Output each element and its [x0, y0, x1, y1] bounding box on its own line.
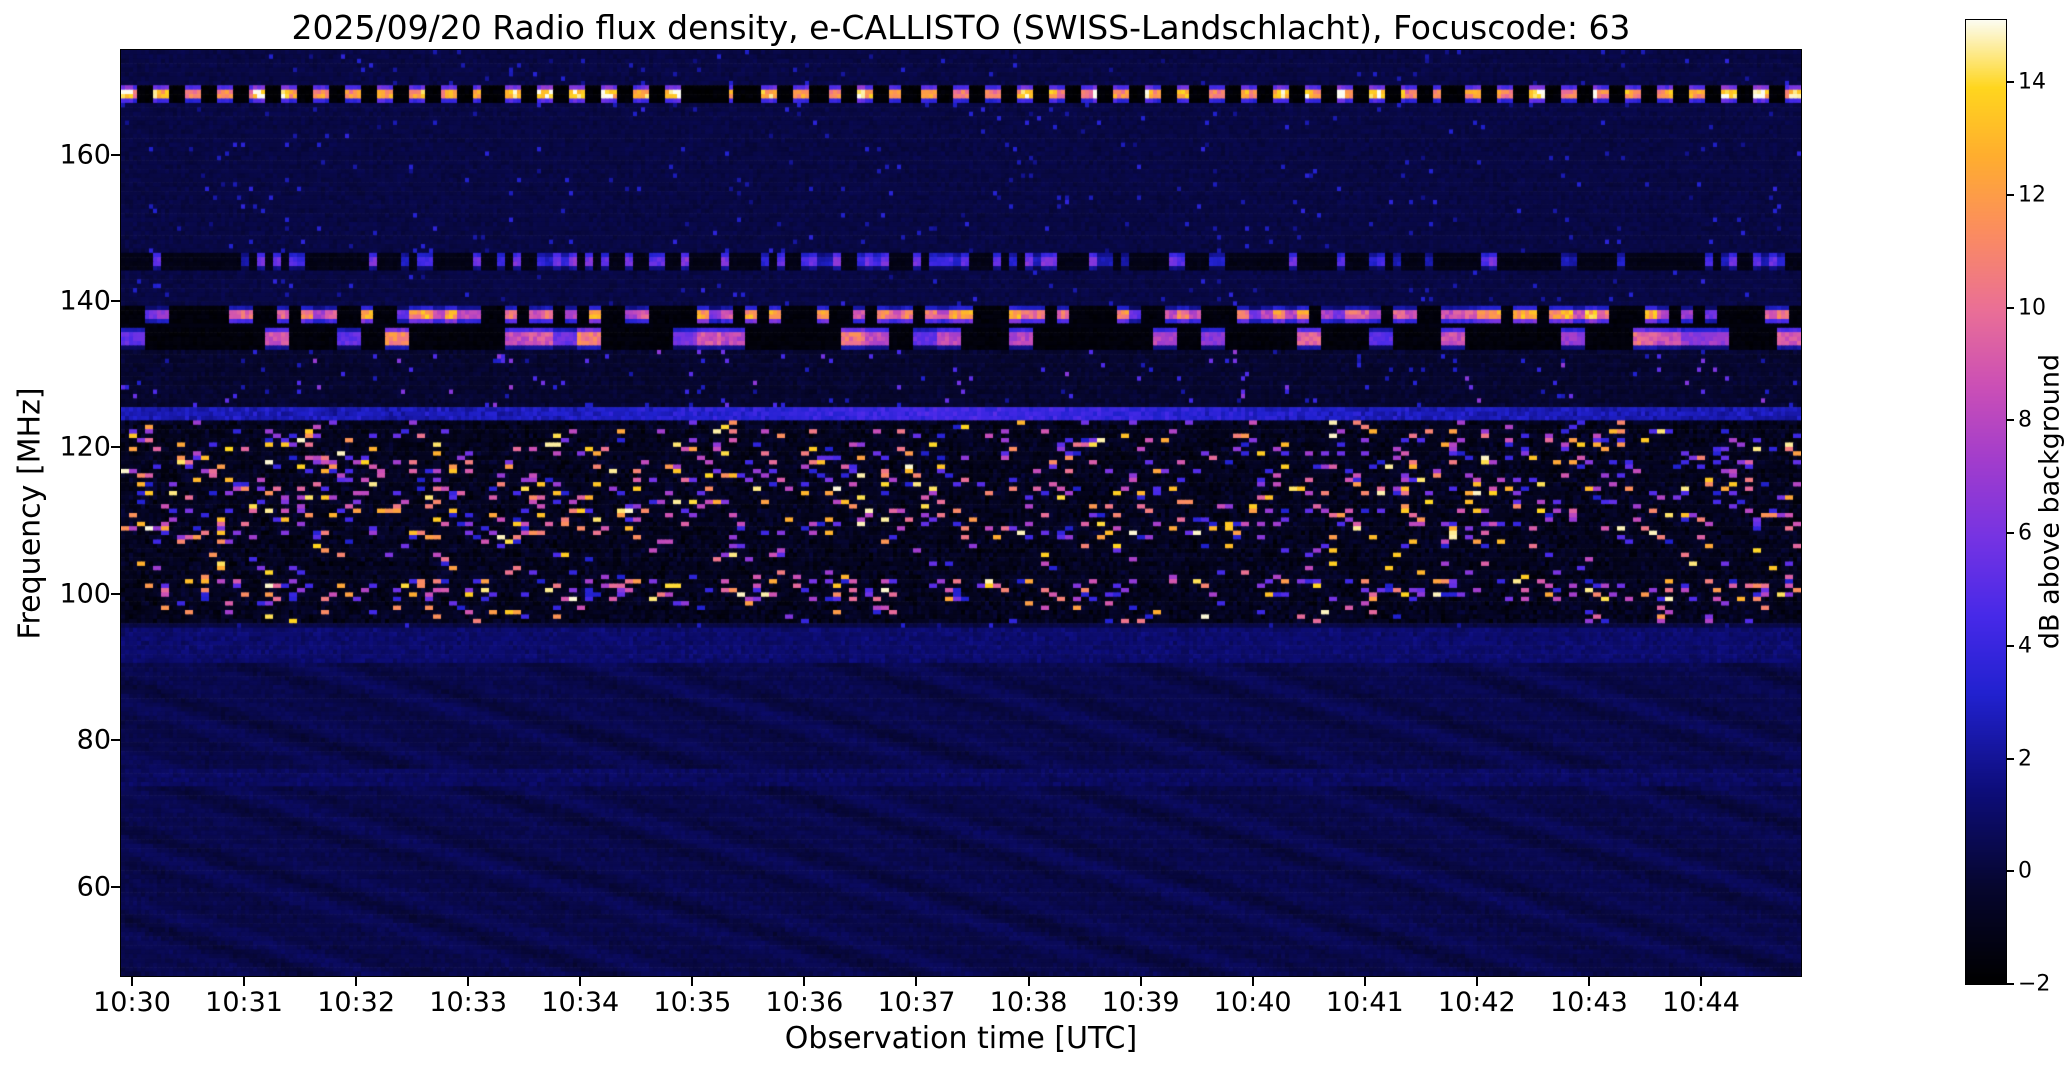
x-tick-label: 10:36	[765, 987, 844, 1018]
x-tick-label: 10:41	[1325, 987, 1404, 1018]
colorbar-tick-mark	[2006, 81, 2014, 83]
y-tick-label: 140	[59, 285, 111, 317]
colorbar-tick-label: 10	[2018, 295, 2046, 320]
colorbar-tick-mark	[2006, 532, 2014, 534]
x-tick-label: 10:32	[317, 987, 396, 1018]
spectrogram-heatmap	[121, 50, 1801, 976]
colorbar-tick-mark	[2006, 983, 2014, 985]
colorbar-tick-label: 12	[2018, 182, 2046, 208]
x-tick-label: 10:31	[205, 987, 283, 1018]
colorbar-tick-label: 14	[2018, 69, 2046, 95]
colorbar-tick-label: −2	[2018, 971, 2051, 997]
y-tick-label: 160	[59, 139, 111, 171]
x-tick-mark	[803, 977, 806, 986]
colorbar-tick-label: 0	[2018, 858, 2032, 884]
colorbar-tick-mark	[2006, 644, 2014, 647]
x-tick-label: 10:35	[653, 987, 732, 1018]
y-tick-mark	[111, 446, 120, 449]
y-tick-label: 60	[76, 871, 111, 903]
colorbar-tick-label: 6	[2018, 520, 2032, 546]
colorbar-label: dB above background	[2034, 353, 2066, 650]
colorbar-tick-mark	[2006, 419, 2014, 422]
y-tick-mark	[111, 153, 120, 156]
x-tick-label: 10:42	[1437, 987, 1516, 1018]
x-tick-mark	[691, 977, 694, 986]
x-tick-mark	[467, 977, 470, 986]
colorbar-tick-mark	[2006, 757, 2014, 760]
x-tick-mark	[1475, 977, 1478, 986]
x-tick-mark	[243, 977, 246, 986]
chart-title: 2025/09/20 Radio flux density, e-CALLIST…	[291, 8, 1631, 47]
x-tick-label: 10:37	[877, 987, 956, 1018]
colorbar-tick-label: 8	[2018, 407, 2032, 433]
colorbar-gradient	[1966, 20, 2006, 984]
x-tick-mark	[1363, 977, 1366, 986]
x-tick-mark	[1587, 977, 1590, 986]
x-tick-mark	[1027, 977, 1030, 986]
y-tick-label: 80	[76, 724, 111, 756]
x-tick-mark	[1251, 977, 1254, 986]
y-tick-mark	[111, 885, 120, 888]
colorbar-tick-label: 4	[2018, 633, 2032, 659]
x-tick-mark	[355, 977, 358, 986]
x-tick-mark	[131, 977, 133, 986]
colorbar-tick-mark	[2006, 193, 2014, 196]
x-tick-label: 10:30	[93, 987, 171, 1018]
colorbar-tick-label: 2	[2018, 746, 2032, 771]
x-axis-label: Observation time [UTC]	[784, 1021, 1138, 1056]
x-tick-label: 10:38	[989, 987, 1068, 1018]
x-tick-label: 10:34	[541, 987, 620, 1018]
x-tick-mark	[579, 977, 582, 986]
y-axis-label: Frequency [MHz]	[12, 387, 48, 640]
x-tick-label: 10:39	[1101, 987, 1180, 1018]
x-tick-label: 10:40	[1213, 987, 1292, 1018]
x-tick-label: 10:43	[1550, 987, 1628, 1018]
y-tick-mark	[111, 739, 120, 742]
x-tick-mark	[1139, 977, 1142, 986]
y-tick-mark	[111, 592, 120, 595]
colorbar-tick-mark	[2006, 870, 2014, 873]
x-tick-label: 10:33	[429, 987, 508, 1018]
y-tick-label: 100	[59, 578, 111, 610]
x-tick-label: 10:44	[1662, 987, 1740, 1018]
x-tick-mark	[915, 977, 918, 986]
y-tick-label: 120	[59, 431, 111, 463]
y-tick-mark	[111, 300, 120, 303]
colorbar-tick-mark	[2006, 306, 2014, 309]
x-tick-mark	[1699, 977, 1702, 986]
